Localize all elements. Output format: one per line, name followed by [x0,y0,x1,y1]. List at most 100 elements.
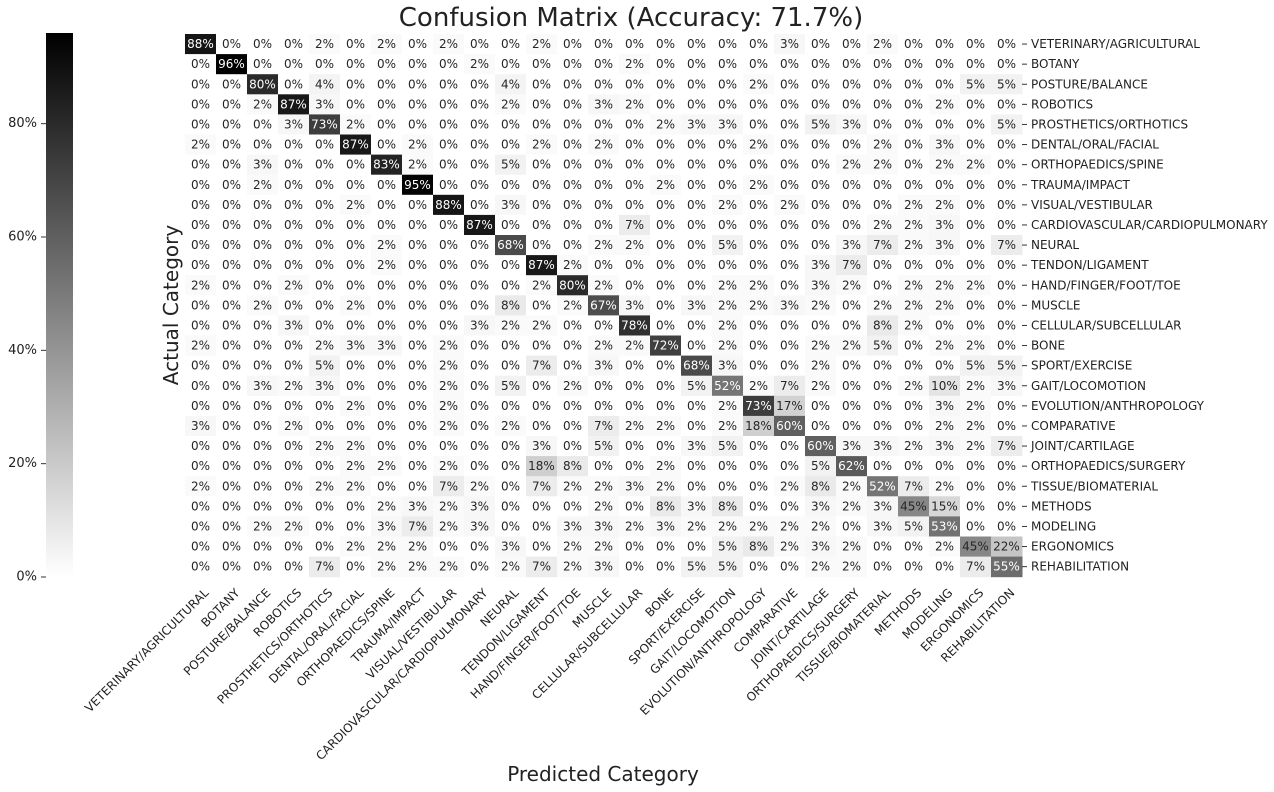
heatmap-cell [309,476,341,497]
heatmap-cell [433,476,465,497]
heatmap-cell [495,516,527,537]
heatmap-cell [991,375,1023,397]
cell-value-label: 3% [935,439,954,453]
heatmap-cell [805,154,837,176]
cell-value-label: 2% [811,519,830,533]
cell-value-label: 0% [997,218,1016,232]
heatmap-cell [681,295,713,316]
heatmap-cell [464,114,496,135]
heatmap-cell [774,355,806,377]
heatmap-cell [898,295,930,316]
cell-value-label: 0% [253,198,272,212]
cell-value-label: 0% [222,439,241,453]
heatmap-cell [743,335,775,357]
cell-value-label: 3% [346,339,365,353]
cell-value-label: 2% [346,399,365,413]
heatmap-cell [619,74,651,95]
cell-value-label: 0% [253,138,272,152]
heatmap-cell [526,516,558,537]
heatmap-cell [309,335,341,357]
heatmap-cell [681,315,713,336]
heatmap-cell [991,174,1023,196]
heatmap-cell [774,194,806,216]
cell-value-label: 2% [191,339,210,353]
heatmap-cell [247,54,279,75]
heatmap-cell [588,94,620,115]
cell-value-label: 3% [253,379,272,393]
cell-value-label: 2% [439,499,458,513]
cell-value-label: 0% [842,218,861,232]
heatmap-cell [619,456,651,477]
heatmap-cell [743,214,775,236]
cell-value-label: 0% [997,278,1016,292]
heatmap-cell [185,255,217,276]
cell-value-label: 2% [966,439,985,453]
heatmap-cell [495,34,527,55]
heatmap-cell [402,516,434,537]
heatmap-cell [309,536,341,558]
cell-value-label: 2% [625,339,644,353]
heatmap-cell [216,456,248,477]
cell-value-label: 0% [284,37,303,51]
cell-value-label: 55% [993,560,1020,574]
heatmap-cell [836,415,868,437]
y-tick-label: EVOLUTION/ANTHROPOLOGY [1031,399,1205,413]
cell-value-label: 2% [563,258,582,272]
cell-value-label: 15% [931,499,958,513]
cell-value-label: 0% [935,117,954,131]
cell-value-label: 2% [625,419,644,433]
heatmap-cell [464,436,496,457]
heatmap-cell [774,456,806,477]
colorbar-tick-label: 60% [8,230,37,245]
heatmap-cell [774,295,806,316]
heatmap-cell [588,536,620,558]
cell-value-label: 0% [470,560,489,574]
cell-value-label: 2% [873,218,892,232]
cell-value-label: 0% [470,540,489,554]
heatmap-cell [371,275,403,296]
cell-value-label: 0% [222,318,241,332]
heatmap-cell [371,436,403,457]
cell-value-label: 73% [745,399,772,413]
heatmap-cell [681,214,713,236]
cell-value-label: 45% [962,540,989,554]
cell-value-label: 0% [594,379,613,393]
cell-value-label: 2% [377,560,396,574]
heatmap-cell [340,436,372,457]
cell-value-label: 2% [594,339,613,353]
cell-value-label: 0% [439,97,458,111]
cell-value-label: 0% [625,540,644,554]
y-tick-label: COMPARATIVE [1031,419,1116,433]
y-tick-label: GAIT/LOCOMOTION [1031,379,1146,393]
cell-value-label: 87% [466,218,493,232]
cell-value-label: 0% [842,77,861,91]
heatmap-cell [216,395,248,417]
heatmap-cell [526,335,558,357]
cell-value-label: 0% [501,178,520,192]
heatmap-cell [681,194,713,216]
cell-value-label: 8% [811,479,830,493]
cell-value-label: 0% [284,158,303,172]
heatmap-cell [898,335,930,357]
cell-value-label: 0% [191,379,210,393]
heatmap-cell [929,54,961,75]
cell-value-label: 2% [439,379,458,393]
heatmap-cell [309,255,341,276]
cell-value-label: 0% [284,560,303,574]
heatmap-cell [402,355,434,377]
heatmap-cell [960,34,992,55]
heatmap-cell [433,235,465,256]
cell-value-label: 0% [656,37,675,51]
heatmap-cell [619,536,651,558]
heatmap-cell [185,214,217,236]
cell-value-label: 0% [470,379,489,393]
heatmap-cell [526,54,558,75]
cell-value-label: 96% [218,57,245,71]
heatmap-cell [712,94,744,115]
cell-value-label: 0% [222,198,241,212]
heatmap-cell [309,295,341,316]
heatmap-cell [557,54,589,75]
heatmap-cell [216,134,248,156]
cell-value-label: 2% [749,298,768,312]
heatmap-cell [743,436,775,457]
